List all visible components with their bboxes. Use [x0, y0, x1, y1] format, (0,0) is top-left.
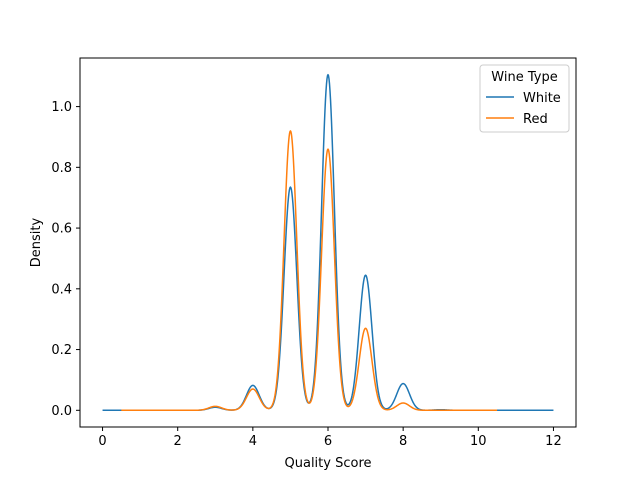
y-tick-label: 0.4: [51, 282, 72, 297]
y-axis: 0.0 0.2 0.4 0.6 0.8 1.0: [51, 100, 80, 419]
x-tick-label: 4: [249, 434, 257, 449]
plot-lines: [102, 73, 554, 412]
x-tick-label: 10: [470, 434, 487, 449]
legend: Wine Type White Red: [479, 64, 570, 133]
y-axis-title: Density: [29, 217, 44, 267]
y-tick-label: 0.0: [51, 404, 72, 419]
x-tick-label: 12: [545, 434, 562, 449]
x-tick-label: 6: [324, 434, 332, 449]
x-axis: 0 2 4 6 8 10 12: [98, 427, 562, 449]
x-tick-label: 0: [98, 434, 106, 449]
x-tick-label: 2: [174, 434, 182, 449]
series-line-red: [121, 130, 498, 412]
legend-label-white: White: [523, 91, 561, 106]
y-tick-label: 0.2: [51, 343, 72, 358]
legend-box: [479, 64, 570, 133]
y-tick-label: 0.8: [51, 161, 72, 176]
x-axis-title: Quality Score: [285, 456, 372, 471]
legend-title: Wine Type: [491, 70, 557, 85]
y-tick-label: 1.0: [51, 100, 72, 115]
legend-label-red: Red: [523, 112, 548, 127]
x-tick-label: 8: [399, 434, 407, 449]
y-tick-label: 0.6: [51, 222, 72, 237]
